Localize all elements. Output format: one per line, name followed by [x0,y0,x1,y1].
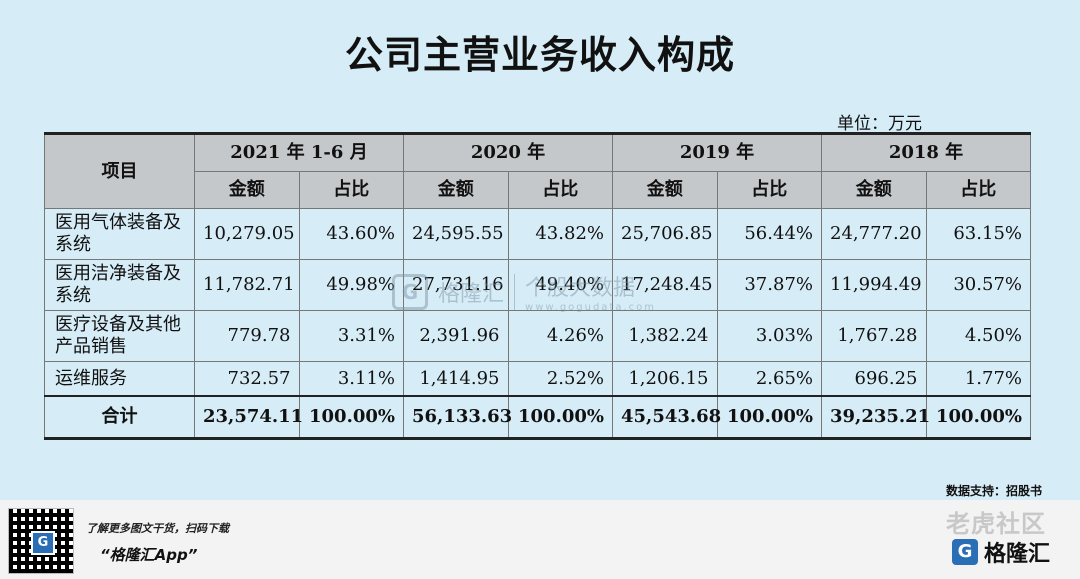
table-row: 医疗设备及其他产品销售 779.78 3.31% 2,391.96 4.26% … [44,310,1031,362]
period-header: 2021 年 1-6 月 [194,133,404,172]
table-cell: 3.11% [298,361,404,397]
total-cell: 23,574.11 [194,395,303,439]
table-cell: 43.60% [298,208,404,260]
table-row: 医用洁净装备及系统 11,782.71 49.98% 27,731.16 49.… [44,259,1031,311]
table-cell: 43.82% [507,208,613,260]
brand-logo-group: G 格隆汇 [951,536,1050,568]
total-row: 合计 23,574.11 100.00% 56,133.63 100.00% 4… [44,395,1031,439]
watermark-text: 个股大数据 [525,276,636,301]
table-cell: 1,767.28 [821,310,927,362]
table-cell: 1,414.95 [403,361,509,397]
row-item-label: 运维服务 [44,361,195,397]
table-cell: 10,279.05 [194,208,300,260]
table-cell: 63.15% [925,208,1031,260]
table-cell: 11,994.49 [821,259,927,311]
total-label: 合计 [44,395,195,439]
table-cell: 24,595.55 [403,208,509,260]
revenue-table-container: 项目 2021 年 1-6 月 2020 年 2019 年 2018 年 金额 … [44,132,1031,440]
table-cell: 49.98% [298,259,404,311]
table-cell: 2.65% [716,361,822,397]
table-cell: 2,391.96 [403,310,509,362]
table-cell: 1,206.15 [612,361,718,397]
total-cell: 39,235.21 [821,395,930,439]
table-cell: 4.50% [925,310,1031,362]
table-cell: 25,706.85 [612,208,718,260]
promo-line-2: “格隆汇App” [100,546,198,564]
amount-header: 金额 [612,171,718,209]
amount-header: 金额 [403,171,509,209]
period-header: 2020 年 [403,133,613,172]
item-header: 项目 [44,133,195,209]
table-cell: 17,248.45 [612,259,718,311]
total-cell: 100.00% [298,395,404,439]
table-cell: 27,731.16 [403,259,509,311]
watermark-divider [514,273,516,310]
data-source: 数据支持：招股书 [945,484,1042,498]
promo-line-1: 了解更多图文干货，扫码下载 [86,522,229,535]
share-header: 占比 [716,171,822,209]
amount-header: 金额 [821,171,927,209]
table-cell: 11,782.71 [194,259,300,311]
total-cell: 100.00% [716,395,822,439]
table-cell: 3.31% [298,310,404,362]
table-cell: 1.77% [925,361,1031,397]
period-header: 2018 年 [821,133,1031,172]
watermark-url: www.gogudata.com [525,302,657,313]
page-title: 公司主营业务收入构成 [344,33,735,77]
table-cell: 3.03% [716,310,822,362]
amount-header: 金额 [194,171,300,209]
total-cell: 45,543.68 [612,395,721,439]
brand-name: 格隆汇 [983,542,1050,567]
tiger-community-watermark: 老虎社区 [946,510,1046,538]
period-header: 2019 年 [612,133,822,172]
table-cell: 1,382.24 [612,310,718,362]
footer-banner: G 了解更多图文干货，扫码下载 “格隆汇App” 老虎社区 G 格隆汇 [0,500,1080,579]
table-cell: 37.87% [716,259,822,311]
row-item-label: 医疗设备及其他产品销售 [44,310,195,362]
total-cell: 100.00% [925,395,1031,439]
watermark: G 格隆汇 个股大数据 www.gogudata.com [392,270,656,313]
table-cell: 779.78 [194,310,300,362]
row-item-label: 医用洁净装备及系统 [44,259,195,311]
share-header: 占比 [507,171,613,209]
table-cell: 30.57% [925,259,1031,311]
table-cell: 4.26% [507,310,613,362]
share-header: 占比 [298,171,404,209]
table-cell: 732.57 [194,361,300,397]
table-cell: 56.44% [716,208,822,260]
table-cell: 2.52% [507,361,613,397]
total-cell: 56,133.63 [403,395,512,439]
revenue-table: 项目 2021 年 1-6 月 2020 年 2019 年 2018 年 金额 … [44,132,1031,440]
table-cell: 24,777.20 [821,208,927,260]
watermark-brand: 格隆汇 [438,281,505,307]
unit-label: 单位：万元 [837,114,922,134]
table-cell: 696.25 [821,361,927,397]
qr-code-icon[interactable]: G [8,508,74,574]
row-item-label: 医用气体装备及系统 [44,208,195,260]
table-row: 医用气体装备及系统 10,279.05 43.60% 24,595.55 43.… [44,208,1031,260]
watermark-logo-icon: G [392,273,428,310]
qr-badge: G [31,531,55,555]
brand-logo-icon: G [951,539,978,565]
total-cell: 100.00% [507,395,613,439]
table-row: 运维服务 732.57 3.11% 1,414.95 2.52% 1,206.1… [44,361,1031,397]
share-header: 占比 [925,171,1031,209]
